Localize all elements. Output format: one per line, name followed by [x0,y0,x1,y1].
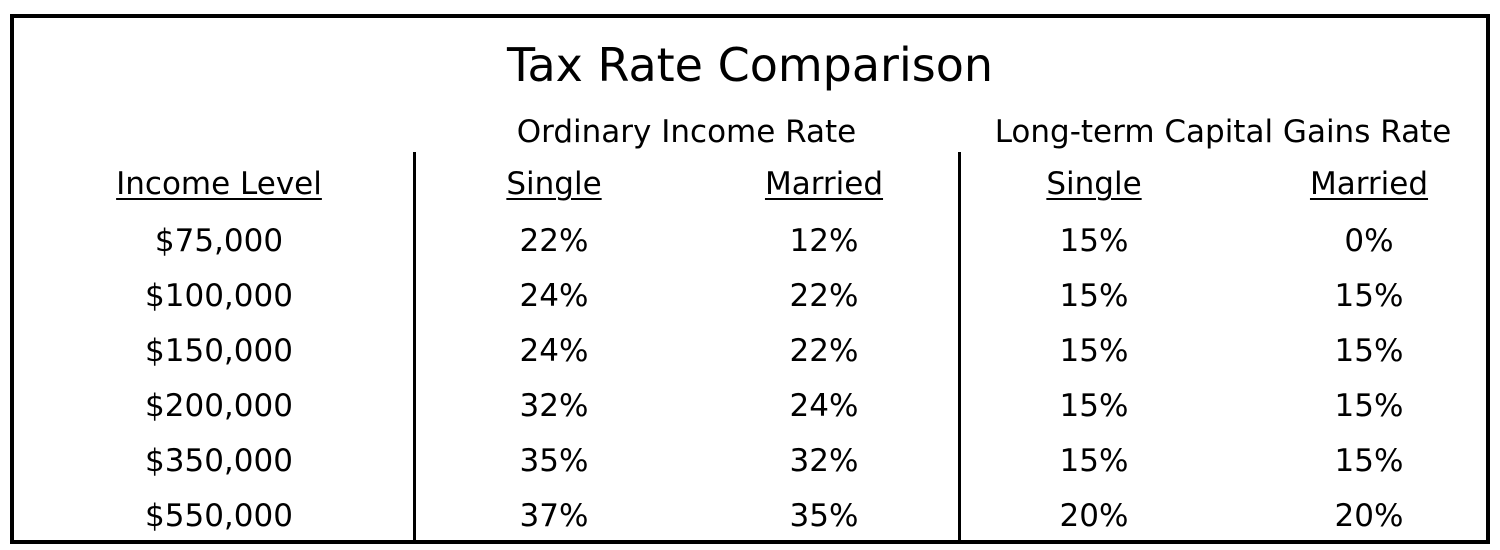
table-row: $550,000 37% 35% 20% 20% [14,489,1486,544]
header-income-level: Income Level [116,166,322,202]
capital-single-cell: 15% [1059,443,1129,479]
ordinary-married-cell: 24% [789,388,859,424]
table-row: $350,000 35% 32% 15% 15% [14,434,1486,489]
column-divider-capital-gains [958,152,961,540]
capital-single-cell: 15% [1059,388,1129,424]
capital-married-cell: 15% [1334,278,1404,314]
capital-single-cell: 15% [1059,223,1129,259]
income-level-cell: $150,000 [145,333,293,369]
capital-married-cell: 15% [1334,388,1404,424]
ordinary-single-cell: 37% [519,498,589,534]
income-level-cell: $550,000 [145,498,293,534]
ordinary-income-group-header: Ordinary Income Rate [516,114,857,150]
income-level-cell: $100,000 [145,278,293,314]
capital-single-cell: 15% [1059,278,1129,314]
ordinary-single-cell: 22% [519,223,589,259]
income-level-cell: $75,000 [154,223,284,259]
header-ordinary-single: Single [506,166,602,202]
tax-rate-table: Tax Rate Comparison Ordinary Income Rate… [10,14,1490,544]
capital-single-cell: 20% [1059,498,1129,534]
table-row: $75,000 22% 12% 15% 0% [14,214,1486,269]
capital-gains-group-header: Long-term Capital Gains Rate [994,114,1452,150]
table-title: Tax Rate Comparison [506,38,994,92]
ordinary-married-cell: 22% [789,278,859,314]
ordinary-single-cell: 24% [519,278,589,314]
header-capital-married: Married [1309,166,1429,202]
table-row: $100,000 24% 22% 15% 15% [14,269,1486,324]
capital-married-cell: 20% [1334,498,1404,534]
ordinary-married-cell: 12% [789,223,859,259]
header-ordinary-married: Married [764,166,884,202]
income-level-cell: $350,000 [145,443,293,479]
ordinary-married-cell: 32% [789,443,859,479]
table-body: $75,000 22% 12% 15% 0% $100,000 24% 22% … [14,214,1486,544]
capital-married-cell: 0% [1344,223,1394,259]
column-divider-ordinary [413,152,416,540]
table-row: $200,000 32% 24% 15% 15% [14,379,1486,434]
ordinary-married-cell: 22% [789,333,859,369]
ordinary-single-cell: 35% [519,443,589,479]
ordinary-single-cell: 24% [519,333,589,369]
capital-single-cell: 15% [1059,333,1129,369]
income-level-cell: $200,000 [145,388,293,424]
capital-married-cell: 15% [1334,333,1404,369]
ordinary-married-cell: 35% [789,498,859,534]
table-row: $150,000 24% 22% 15% 15% [14,324,1486,379]
header-capital-single: Single [1046,166,1142,202]
capital-married-cell: 15% [1334,443,1404,479]
ordinary-single-cell: 32% [519,388,589,424]
